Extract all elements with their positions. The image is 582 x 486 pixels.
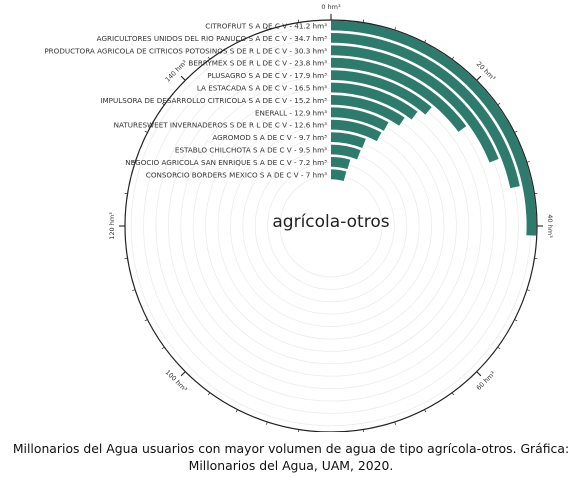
- category-labels: CITROFRUT S A DE C V - 41.2 hm³ AGRICULTO…: [44, 22, 327, 180]
- bar-5: [331, 70, 432, 115]
- category-label-9: NATURESWEET INVERNADEROS S DE R L DE C V…: [114, 121, 328, 130]
- minor-tick: [235, 39, 238, 43]
- minor-tick: [497, 346, 501, 350]
- minor-tick: [394, 27, 396, 31]
- bar-10: [331, 132, 366, 149]
- minor-tick: [526, 289, 530, 291]
- category-label-12: NEGOCIO AGRICOLA SAN ENRIQUE S A DE C V …: [125, 158, 327, 167]
- bar-6: [331, 82, 418, 120]
- minor-tick: [526, 161, 530, 163]
- bar-4: [331, 57, 467, 132]
- chart-canvas: CITROFRUT S A DE C V - 41.2 hm³ AGRICULTO…: [44, 3, 554, 432]
- figure-caption: Millonarios del Agua usuarios con mayor …: [0, 440, 582, 474]
- axis-tick-label: 0 hm³: [321, 3, 341, 11]
- minor-tick: [451, 56, 455, 60]
- category-label-4: BERRYMEX S DE R L DE C V - 23.8 hm³: [188, 59, 327, 68]
- bar-12: [331, 157, 351, 170]
- minor-tick: [514, 319, 518, 322]
- caption-line-2: Millonarios del Agua, UAM, 2020.: [188, 458, 394, 473]
- minor-tick: [394, 421, 396, 425]
- bar-13: [331, 169, 347, 181]
- minor-tick: [161, 346, 165, 350]
- category-label-10: AGROMOD S A DE C V - 9.7 hm³: [212, 133, 327, 142]
- bar-3: [331, 45, 499, 163]
- chart-title: agrícola-otros: [272, 212, 389, 232]
- minor-tick: [235, 409, 238, 413]
- minor-tick: [451, 392, 455, 396]
- minor-tick: [132, 289, 136, 291]
- bar-8: [331, 107, 389, 131]
- minor-tick: [207, 392, 211, 396]
- category-label-5: PLUSAGRO S A DE C V - 17.9 hm³: [207, 71, 327, 80]
- minor-tick: [266, 27, 268, 31]
- category-label-13: CONSORCIO BORDERS MEXICO S A DE C V - 7 …: [146, 170, 327, 179]
- minor-tick: [514, 130, 518, 133]
- category-label-3: PRODUCTORA AGRICOLA DE CITRICOS POTOSINO…: [44, 46, 327, 55]
- major-tick: [180, 75, 186, 81]
- bars: [331, 20, 537, 236]
- minor-tick: [144, 130, 148, 133]
- axis-tick-label: 40 hm³: [546, 214, 554, 238]
- minor-tick: [132, 161, 136, 163]
- bar-9: [331, 119, 382, 142]
- minor-tick: [161, 102, 165, 106]
- category-label-2: AGRICULTORES UNIDOS DEL RIO PANUCO S A D…: [97, 34, 327, 43]
- category-label-8: ENERALL - 12.9 hm³: [255, 108, 327, 117]
- category-label-1: CITROFRUT S A DE C V - 41.2 hm³: [205, 22, 327, 31]
- category-label-6: LA ESTACADA S A DE C V - 16.5 hm³: [197, 84, 327, 93]
- minor-tick: [424, 39, 427, 43]
- minor-tick: [424, 409, 427, 413]
- minor-tick: [266, 421, 268, 425]
- minor-tick: [207, 56, 211, 60]
- category-label-11: ESTABLO CHILCHOTA S A DE C V - 9.5 hm³: [175, 146, 327, 155]
- minor-tick: [497, 102, 501, 106]
- major-tick: [476, 371, 482, 377]
- major-tick: [180, 371, 186, 377]
- axis-tick-label: 120 hm³: [108, 212, 116, 240]
- bar-7: [331, 95, 405, 126]
- caption-line-1: Millonarios del Agua usuarios con mayor …: [12, 441, 570, 456]
- minor-tick: [144, 319, 148, 322]
- category-label-7: IMPULSORA DE DESARROLLO CITRICOLA S A DE…: [100, 96, 327, 105]
- radial-bar-chart: CITROFRUT S A DE C V - 41.2 hm³ AGRICULTO…: [44, 3, 554, 432]
- bar-2: [331, 33, 520, 189]
- bar-11: [331, 144, 361, 160]
- major-tick: [476, 75, 482, 81]
